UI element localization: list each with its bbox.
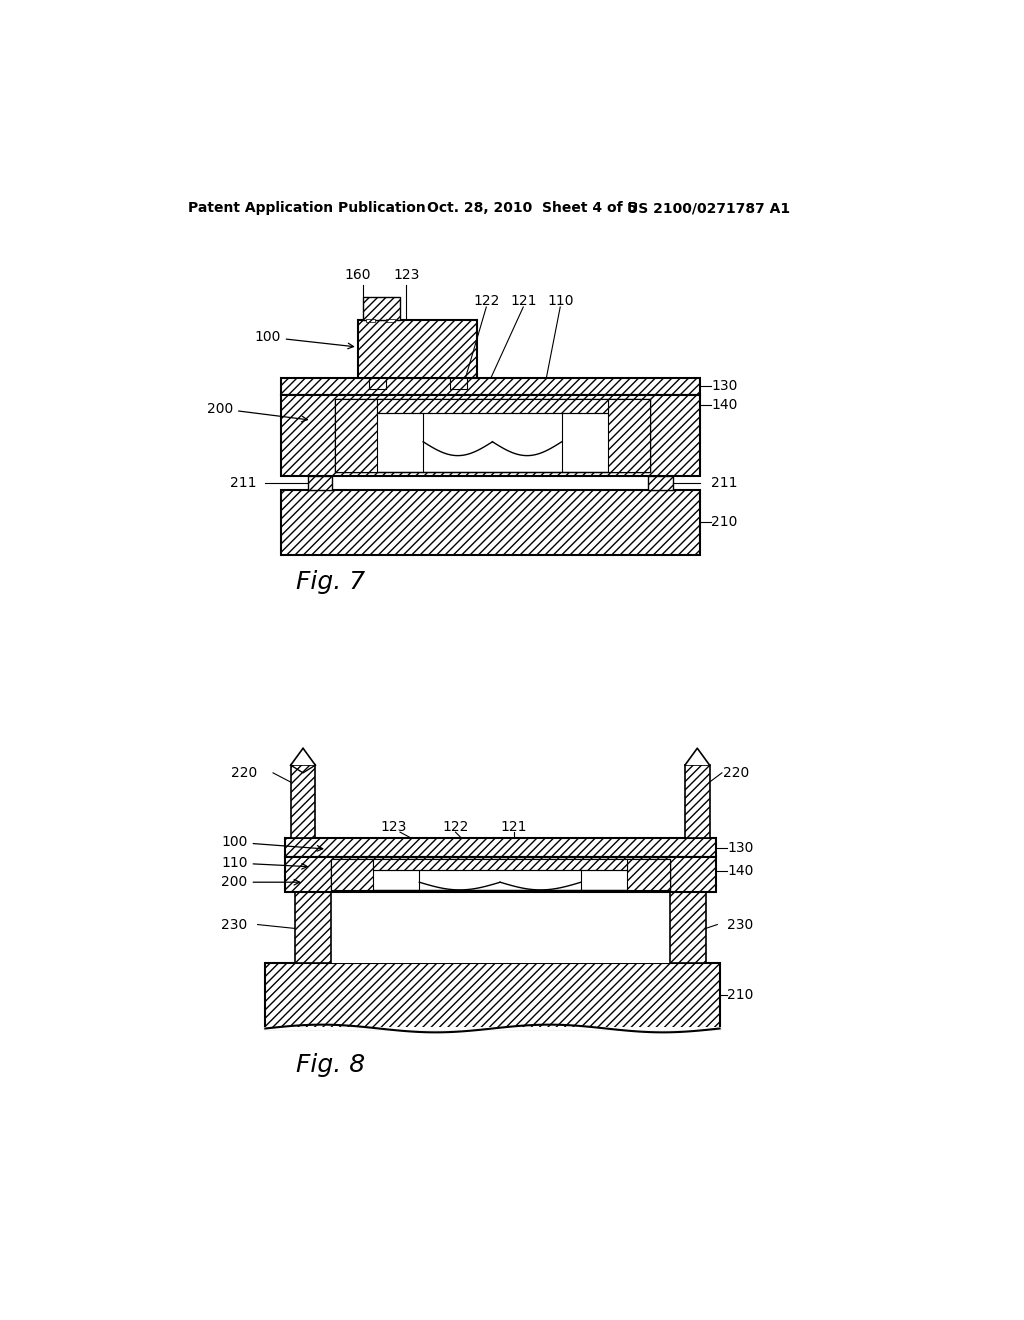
Text: 121: 121 xyxy=(501,820,527,834)
Text: 211: 211 xyxy=(711,475,737,490)
Text: 121: 121 xyxy=(510,294,537,308)
Text: 123: 123 xyxy=(381,820,408,834)
Bar xyxy=(670,892,706,964)
Bar xyxy=(335,399,650,471)
Bar xyxy=(608,399,650,471)
Text: 220: 220 xyxy=(724,766,750,780)
Bar xyxy=(291,748,315,766)
Bar xyxy=(386,318,395,322)
Text: US 2100/0271787 A1: US 2100/0271787 A1 xyxy=(628,202,791,215)
Text: 123: 123 xyxy=(393,268,420,282)
Bar xyxy=(364,297,400,321)
Bar xyxy=(331,892,670,964)
Bar xyxy=(685,766,710,838)
Bar xyxy=(367,318,376,322)
Text: Fig. 7: Fig. 7 xyxy=(296,570,366,594)
Text: 210: 210 xyxy=(711,515,737,529)
Bar xyxy=(628,859,670,890)
Bar xyxy=(264,1027,721,1030)
Bar xyxy=(648,475,673,490)
Bar xyxy=(281,395,700,475)
Bar xyxy=(265,964,720,1028)
Bar xyxy=(285,857,716,892)
Bar xyxy=(451,378,467,389)
Text: 200: 200 xyxy=(207,401,307,421)
Text: Oct. 28, 2010  Sheet 4 of 5: Oct. 28, 2010 Sheet 4 of 5 xyxy=(427,202,637,215)
Bar xyxy=(285,838,716,857)
Text: 122: 122 xyxy=(442,820,469,834)
Bar xyxy=(335,399,377,471)
Text: 130: 130 xyxy=(711,379,737,393)
Text: 140: 140 xyxy=(727,863,754,878)
Text: 100: 100 xyxy=(254,330,353,348)
Bar xyxy=(331,859,373,890)
Bar xyxy=(281,378,700,395)
Bar xyxy=(281,490,700,554)
Bar xyxy=(295,892,331,964)
Bar xyxy=(291,766,315,838)
Bar xyxy=(377,399,608,412)
Bar xyxy=(307,475,333,490)
Text: 110: 110 xyxy=(547,294,573,308)
Text: 210: 210 xyxy=(727,989,754,1002)
Bar xyxy=(331,859,670,890)
Text: 230: 230 xyxy=(727,917,754,932)
Bar xyxy=(370,378,386,389)
Text: 110: 110 xyxy=(221,855,307,870)
Text: 140: 140 xyxy=(711,397,737,412)
Bar xyxy=(685,748,710,766)
Text: 100: 100 xyxy=(221,836,323,851)
Text: 122: 122 xyxy=(473,294,500,308)
Text: 230: 230 xyxy=(221,917,248,932)
Text: Fig. 8: Fig. 8 xyxy=(296,1053,366,1077)
Text: 200: 200 xyxy=(221,875,300,890)
Text: 130: 130 xyxy=(727,841,754,854)
Bar xyxy=(373,859,628,870)
Text: Patent Application Publication: Patent Application Publication xyxy=(188,202,426,215)
Text: 220: 220 xyxy=(231,766,258,780)
Text: 160: 160 xyxy=(344,268,371,282)
Bar xyxy=(357,321,477,378)
Text: 211: 211 xyxy=(229,475,256,490)
